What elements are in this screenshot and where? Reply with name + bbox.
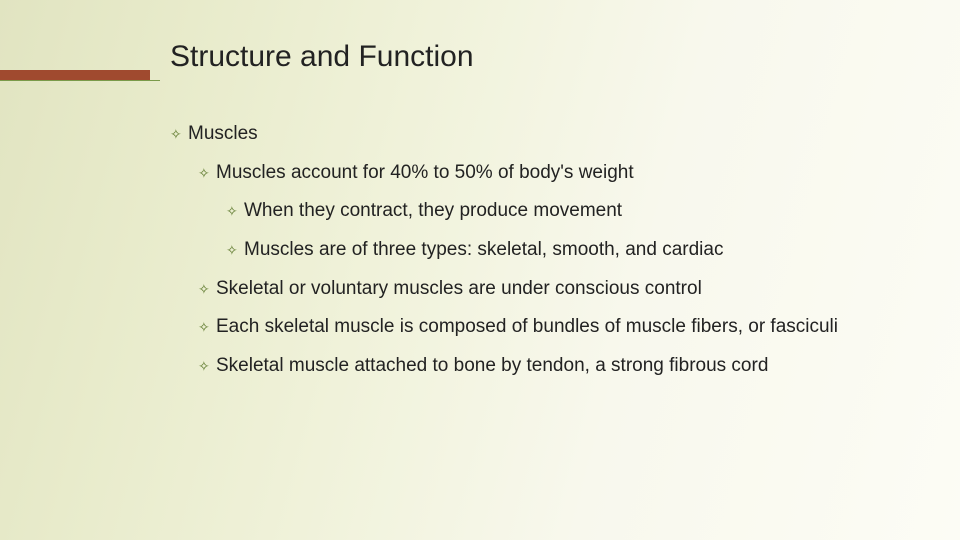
- slide: Structure and Function ✧ Muscles ✧ Muscl…: [0, 0, 960, 540]
- bullet-icon: ✧: [170, 122, 188, 143]
- accent-bar: [0, 70, 150, 80]
- bullet-icon: ✧: [198, 354, 216, 375]
- bullet-icon: ✧: [226, 238, 244, 259]
- bullet-icon: ✧: [198, 161, 216, 182]
- bullet-text: Muscles are of three types: skeletal, sm…: [244, 238, 900, 263]
- bullet-item: ✧ Each skeletal muscle is composed of bu…: [198, 315, 900, 340]
- bullet-icon: ✧: [198, 277, 216, 298]
- bullet-item: ✧ Muscles: [170, 122, 900, 147]
- slide-title: Structure and Function: [170, 40, 474, 74]
- bullet-text: Muscles account for 40% to 50% of body's…: [216, 161, 900, 186]
- bullet-text: Skeletal or voluntary muscles are under …: [216, 277, 900, 302]
- bullet-icon: ✧: [198, 315, 216, 336]
- bullet-item: ✧ Muscles account for 40% to 50% of body…: [198, 161, 900, 186]
- bullet-text: Muscles: [188, 122, 900, 147]
- bullet-icon: ✧: [226, 199, 244, 220]
- bullet-item: ✧ When they contract, they produce movem…: [226, 199, 900, 224]
- bullet-item: ✧ Muscles are of three types: skeletal, …: [226, 238, 900, 263]
- bullet-item: ✧ Skeletal or voluntary muscles are unde…: [198, 277, 900, 302]
- accent-underline: [0, 80, 160, 81]
- bullet-text: Skeletal muscle attached to bone by tend…: [216, 354, 900, 379]
- bullet-text: When they contract, they produce movemen…: [244, 199, 900, 224]
- bullet-text: Each skeletal muscle is composed of bund…: [216, 315, 900, 340]
- bullet-item: ✧ Skeletal muscle attached to bone by te…: [198, 354, 900, 379]
- slide-body: ✧ Muscles ✧ Muscles account for 40% to 5…: [170, 122, 900, 393]
